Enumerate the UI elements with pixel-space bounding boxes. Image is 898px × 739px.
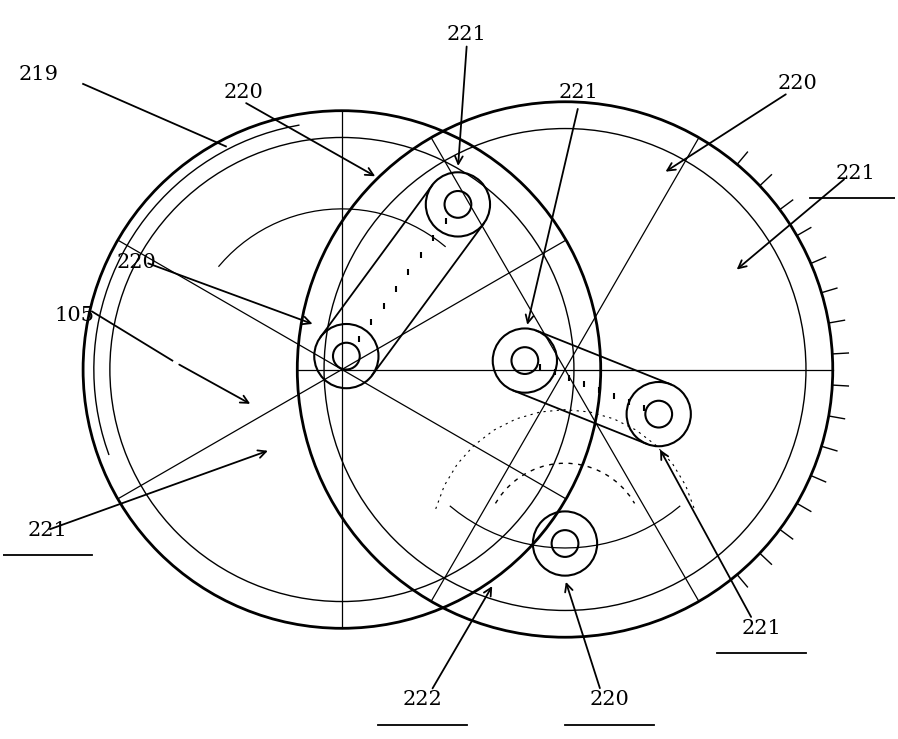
Text: 221: 221 [559,84,598,102]
Text: 219: 219 [19,66,58,84]
Text: 221: 221 [28,521,67,539]
Text: 105: 105 [54,307,94,325]
Text: 220: 220 [590,690,629,709]
Text: 222: 222 [402,690,442,709]
Text: 221: 221 [447,25,487,44]
Text: 221: 221 [742,619,781,638]
Text: 220: 220 [224,84,264,102]
Text: 221: 221 [835,163,875,183]
Text: 220: 220 [117,253,156,272]
Text: 220: 220 [777,75,817,93]
